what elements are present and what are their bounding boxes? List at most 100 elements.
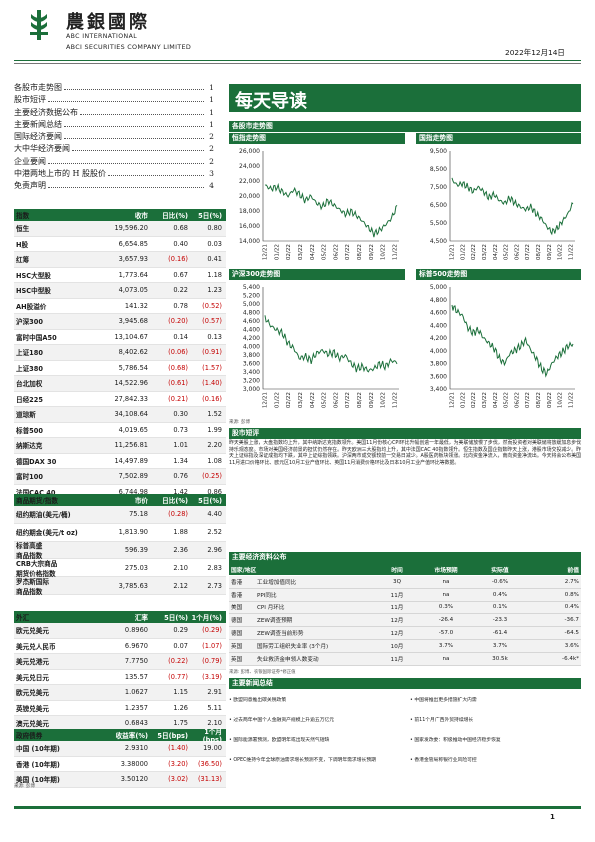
indices-header: 指数 收市 日比(%) 5日(%) [14, 209, 226, 221]
chart-source: 来源: 彭博 [229, 420, 250, 425]
charts-area: 恒指走势图 26,000 24,000 22,000 20,000 18,000 16,00… [229, 133, 581, 423]
y-tick-label: 3,200 [243, 378, 260, 385]
toc-item[interactable]: 大中华经济要闻 2 [14, 143, 214, 155]
toc-leader [48, 162, 204, 164]
table-row: 香港 工业增加值同比 3Q na -0.6% 2.7% [229, 576, 581, 589]
table-cell: 上证180 [16, 349, 43, 358]
y-tick-label: 5,000 [430, 284, 447, 291]
table-cell: 1.34 [173, 456, 188, 465]
table-cell: 0.8960 [124, 626, 148, 635]
table-cell: 0.3% [438, 604, 454, 611]
table-cell: 5.11 [207, 703, 222, 712]
toc-label: 企业要闻 [14, 156, 46, 166]
toc-item[interactable]: 各股市走势图 1 [14, 82, 214, 94]
news-item: • OPEC维持今年全球原油需求增长预测不变，下调明年需求增长预期 [229, 758, 376, 763]
table-cell: (0.77) [168, 672, 188, 681]
toc-item[interactable]: 企业要闻 2 [14, 156, 214, 168]
table-cell: (1.07) [202, 641, 222, 650]
table-cell: 日经225 [16, 395, 43, 404]
table-cell: 1,773.64 [118, 270, 148, 279]
y-tick-label: 4,600 [243, 318, 260, 325]
table-cell: 台北加权 [16, 380, 43, 389]
table-cell: 恒生 [16, 225, 30, 234]
table-cell: HSC中型股 [16, 287, 51, 296]
x-tick-label: 03/22 [298, 392, 304, 408]
toc-label: 股市短评 [14, 95, 46, 105]
table-cell: 11月 [390, 605, 404, 612]
fx-grid: 外汇 汇率 5日(%) 1个月(%) 欧元兑美元 0.8960 0.29 (0.29) 美元兑人… [14, 611, 226, 732]
page-title: 每天导读 [235, 91, 307, 112]
table-cell: 30.5k [492, 655, 508, 662]
y-tick-label: 3,600 [430, 373, 447, 380]
y-tick-label: 4,500 [430, 238, 447, 245]
table-cell: CRB大宗商品 期货价格指数 [16, 559, 58, 578]
table-cell: 19,596.20 [114, 224, 148, 233]
chart-series-line [451, 177, 574, 236]
bonds-header-cell: 收益率(%) [115, 732, 148, 740]
news-item: • 过去两年中国个人金融资产规模上升逾五万亿元 [229, 718, 335, 723]
commodities-body: 纽约期油(美元/桶) 75.18 (0.28) 4.40 纽约期金(美元/t oz) 1,… [14, 506, 226, 596]
table-cell: 纽约期金(美元/t oz) [16, 529, 78, 538]
table-row: CRB大宗商品 期货价格指数 275.03 2.10 2.83 [14, 559, 226, 578]
table-cell: 罗杰斯国际 商品指数 [16, 577, 49, 596]
table-cell: 0.8% [564, 591, 579, 598]
bonds-grid: 政府债券 收益率(%) 5日(bps) 1个月(bps) 中国 (10年期) 2.9310… [14, 728, 226, 788]
table-row: 纽约期油(美元/桶) 75.18 (0.28) 4.40 [14, 506, 226, 524]
table-row: 富时100 7,502.89 0.76 (0.25) [14, 469, 226, 485]
bond-table: 政府债券 收益率(%) 5日(bps) 1个月(bps) 中国 (10年期) 2.9310… [14, 728, 226, 788]
table-row: 上证180 8,402.62 (0.06) (0.91) [14, 345, 226, 361]
eco-source: 来源: 彭博、农银国际证券*修正值 [229, 670, 296, 675]
y-tick-label: 4,800 [243, 310, 260, 317]
table-cell: 3,657.93 [118, 255, 148, 264]
x-tick-label: 11/22 [569, 392, 575, 408]
table-cell: (3.20) [168, 759, 188, 768]
table-cell: 2.91 [207, 688, 222, 697]
y-tick-label: 3,400 [430, 386, 447, 393]
chart-title: 沪深300走势图 [229, 269, 405, 280]
table-cell: 0.86 [207, 487, 222, 496]
header-divider [14, 60, 581, 61]
table-cell: 0.4% [492, 591, 508, 598]
chart-title: 标普500走势图 [416, 269, 581, 280]
news-item: • 国际能源署预测，欧盟明年或出现天然气短缺 [229, 738, 330, 743]
y-tick-label: 4,200 [430, 335, 447, 342]
x-tick-label: 02/22 [286, 392, 292, 408]
table-cell: (0.91) [202, 348, 222, 357]
table-cell: 27,842.33 [114, 394, 148, 403]
table-cell: na [442, 655, 450, 662]
chart-axis [449, 151, 575, 242]
table-cell: 1.75 [173, 719, 188, 728]
table-cell: 1.08 [207, 456, 222, 465]
table-cell: 英镑兑美元 [16, 704, 49, 713]
table-cell: 上证380 [16, 364, 43, 373]
table-cell: (1.57) [202, 363, 222, 372]
table-cell: (36.50) [197, 759, 222, 768]
charts-section-title: 各股市走势图 [229, 121, 581, 132]
chart-panel: 恒指走势图 26,000 24,000 22,000 20,000 18,000 16,00… [229, 133, 405, 271]
toc-label: 主要经济数据公布 [14, 107, 78, 117]
footer-divider [14, 806, 581, 809]
table-cell: 欧元兑美元 [16, 689, 49, 698]
toc-item[interactable]: 主要经济数据公布 1 [14, 107, 214, 119]
table-row: 台北加权 14,522.96 (0.61) (1.40) [14, 376, 226, 392]
x-tick-label: 01/22 [274, 392, 280, 408]
toc-item[interactable]: 国际经济要闻 2 [14, 131, 214, 143]
commodities-header: 商品期货/指数 市价 日比(%) 5日(%) [14, 494, 226, 506]
chart-series-line [451, 304, 574, 378]
toc-leader [64, 138, 204, 140]
y-tick-label: 4,000 [430, 348, 447, 355]
y-tick-label: 24,000 [239, 163, 260, 170]
toc-leader [48, 187, 204, 189]
bond-source: 来源: 彭博 [14, 784, 35, 789]
table-cell: (0.06) [168, 348, 188, 357]
toc-item[interactable]: 股市短评 1 [14, 94, 214, 106]
table-cell: 0.13 [207, 332, 222, 341]
table-cell: CPI 月环比 [257, 605, 285, 612]
x-tick-label: 11/22 [393, 392, 399, 408]
toc-item[interactable]: 中港两地上市的 H 股股价 3 [14, 168, 214, 180]
table-cell: 0.4% [564, 604, 579, 611]
table-cell: 3.6% [564, 642, 579, 649]
toc-item[interactable]: 主要新闻总结 1 [14, 119, 214, 131]
table-cell: 6,744.98 [118, 487, 148, 496]
toc-item[interactable]: 免责声明 4 [14, 180, 214, 192]
